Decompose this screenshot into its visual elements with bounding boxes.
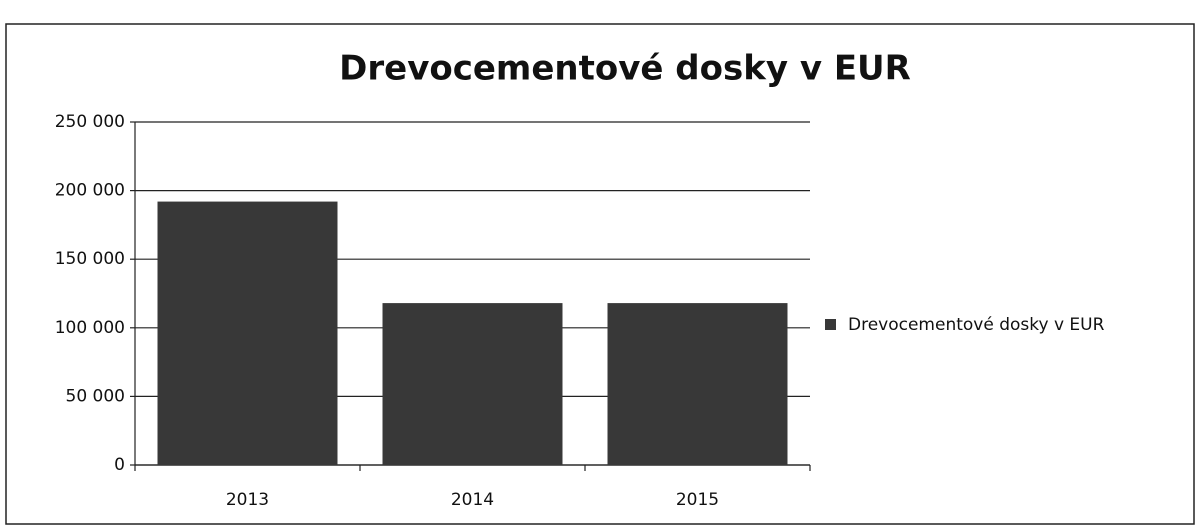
y-tick-label: 250 000 — [55, 112, 125, 132]
y-tick-label: 200 000 — [55, 181, 125, 201]
y-tick-label: 100 000 — [55, 318, 125, 338]
x-tick-label: 2015 — [676, 490, 719, 510]
x-tick-label: 2014 — [451, 490, 494, 510]
legend-swatch — [825, 319, 836, 330]
y-tick-label: 0 — [114, 455, 125, 475]
y-tick-label: 50 000 — [66, 386, 125, 406]
legend-label: Drevocementové dosky v EUR — [848, 315, 1105, 335]
x-tick-label: 2013 — [226, 490, 269, 510]
chart-title: Drevocementové dosky v EUR — [339, 49, 911, 89]
chart-frame — [5, 23, 1195, 525]
bar — [382, 303, 563, 465]
bar — [157, 201, 338, 466]
y-tick-label: 150 000 — [55, 249, 125, 269]
bar — [607, 303, 788, 465]
